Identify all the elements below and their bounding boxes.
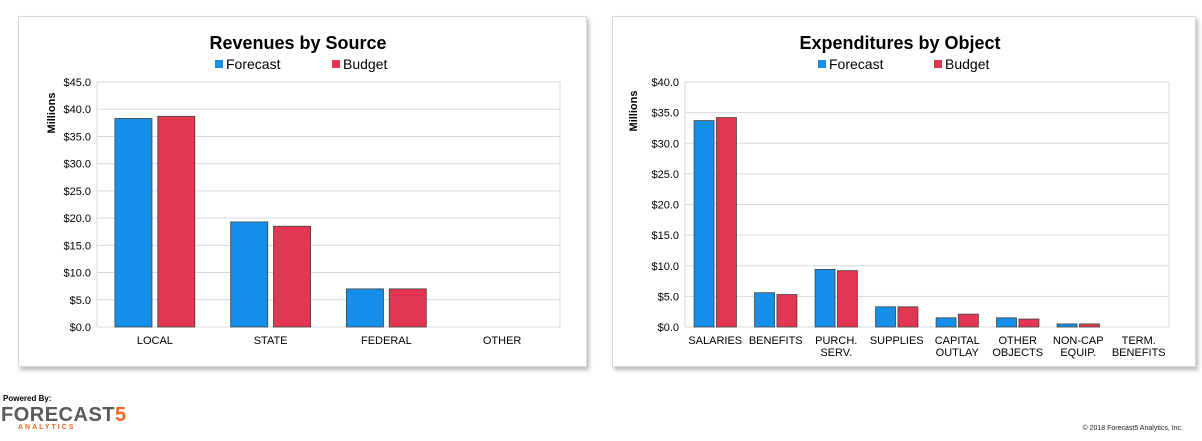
x-category-label: CAPITAL OUTLAY (935, 335, 980, 359)
bar-forecast-state[interactable] (230, 221, 269, 328)
x-category-label: SALARIES (688, 335, 742, 347)
y-tick-label: $25.0 (651, 169, 679, 181)
y-tick-label: $5.0 (658, 291, 679, 303)
legend-label-budget: Budget (945, 56, 989, 72)
forecast5-logo[interactable]: FORECAST5 (1, 405, 127, 425)
bar-forecast-federal[interactable] (346, 288, 384, 328)
y-tick-label: $40.0 (63, 104, 91, 116)
powered-by-label: Powered By: (3, 394, 52, 403)
bar-forecast-supplies[interactable] (875, 306, 896, 328)
y-tick-label: $25.0 (63, 186, 91, 198)
bar-budget-salaries[interactable] (716, 117, 737, 328)
bar-forecast-local[interactable] (114, 118, 153, 328)
x-category-label: SUPPLIES (870, 335, 924, 347)
y-tick-label: $20.0 (651, 200, 679, 212)
y-tick-label: $45.0 (63, 77, 91, 89)
expenditures-chart-panel: Expenditures by Object Forecast Budget $0.0… (612, 16, 1196, 367)
revenues-chart-panel: Revenues by Source Forecast Budget $0.0 $5.0… (18, 16, 587, 367)
x-category-label: OTHER (483, 335, 522, 347)
y-tick-label: $5.0 (70, 295, 91, 307)
x-category-label: NON-CAP EQUIP. (1053, 335, 1104, 359)
legend-swatch-forecast (215, 60, 223, 68)
x-category-label: LOCAL (137, 335, 173, 347)
y-tick-label: $15.0 (63, 240, 91, 252)
bar-forecast-purch-serv[interactable] (814, 269, 836, 328)
y-tick-label: $15.0 (651, 230, 679, 242)
bar-budget-federal[interactable] (388, 288, 427, 328)
revenues-chart: Revenues by Source Forecast Budget $0.0 $5.0… (46, 33, 561, 347)
y-tick-label: $30.0 (63, 159, 91, 171)
bar-forecast-benefits[interactable] (754, 292, 775, 328)
y-tick-label: $35.0 (651, 108, 679, 120)
y-axis-label: Millions (628, 91, 640, 132)
bar-forecast-other-objects[interactable] (996, 317, 1017, 328)
y-tick-label: $40.0 (651, 77, 679, 89)
x-category-label: OTHER OBJECTS (992, 335, 1043, 359)
x-category-label: STATE (254, 335, 288, 347)
x-category-label: BENEFITS (749, 335, 803, 347)
bar-forecast-salaries[interactable] (693, 120, 715, 328)
logo-five: 5 (115, 404, 127, 426)
expenditures-chart: Expenditures by Object Forecast Budget $0.0… (628, 33, 1170, 359)
y-tick-label: $10.0 (63, 268, 91, 280)
logo-subtitle: ANALYTICS (18, 424, 76, 431)
y-tick-label: $20.0 (63, 213, 91, 225)
legend-swatch-forecast (818, 60, 826, 68)
x-category-label: FEDERAL (361, 335, 412, 347)
bar-budget-state[interactable] (273, 225, 311, 328)
x-category-label: TERM. BENEFITS (1112, 335, 1166, 359)
bar-budget-other-objects[interactable] (1018, 318, 1040, 328)
y-tick-label: $0.0 (70, 322, 91, 334)
copyright-text: © 2018 Forecast5 Analytics, Inc. (1082, 425, 1184, 432)
legend-swatch-budget (332, 60, 340, 68)
legend-swatch-budget (934, 60, 942, 68)
chart-title: Expenditures by Object (799, 33, 1000, 53)
bar-budget-supplies[interactable] (897, 306, 919, 328)
chart-title: Revenues by Source (209, 33, 386, 53)
y-axis-label: Millions (46, 93, 58, 134)
bar-budget-capital-outlay[interactable] (958, 313, 979, 328)
bar-budget-benefits[interactable] (776, 294, 798, 328)
y-tick-label: $10.0 (651, 261, 679, 273)
bar-forecast-capital-outlay[interactable] (935, 317, 957, 328)
legend-label-forecast: Forecast (226, 56, 281, 72)
legend-label-forecast: Forecast (829, 56, 884, 72)
y-tick-label: $0.0 (658, 322, 679, 334)
y-tick-label: $30.0 (651, 138, 679, 150)
y-tick-label: $35.0 (63, 131, 91, 143)
bar-budget-purch-serv[interactable] (837, 270, 858, 328)
legend-label-budget: Budget (343, 56, 387, 72)
x-category-label: PURCH. SERV. (815, 335, 857, 359)
bar-budget-non-cap-equip[interactable] (1079, 323, 1100, 328)
bar-forecast-non-cap-equip[interactable] (1056, 323, 1078, 328)
bar-budget-local[interactable] (157, 115, 196, 328)
logo-wordmark: FORECAST (1, 404, 115, 426)
